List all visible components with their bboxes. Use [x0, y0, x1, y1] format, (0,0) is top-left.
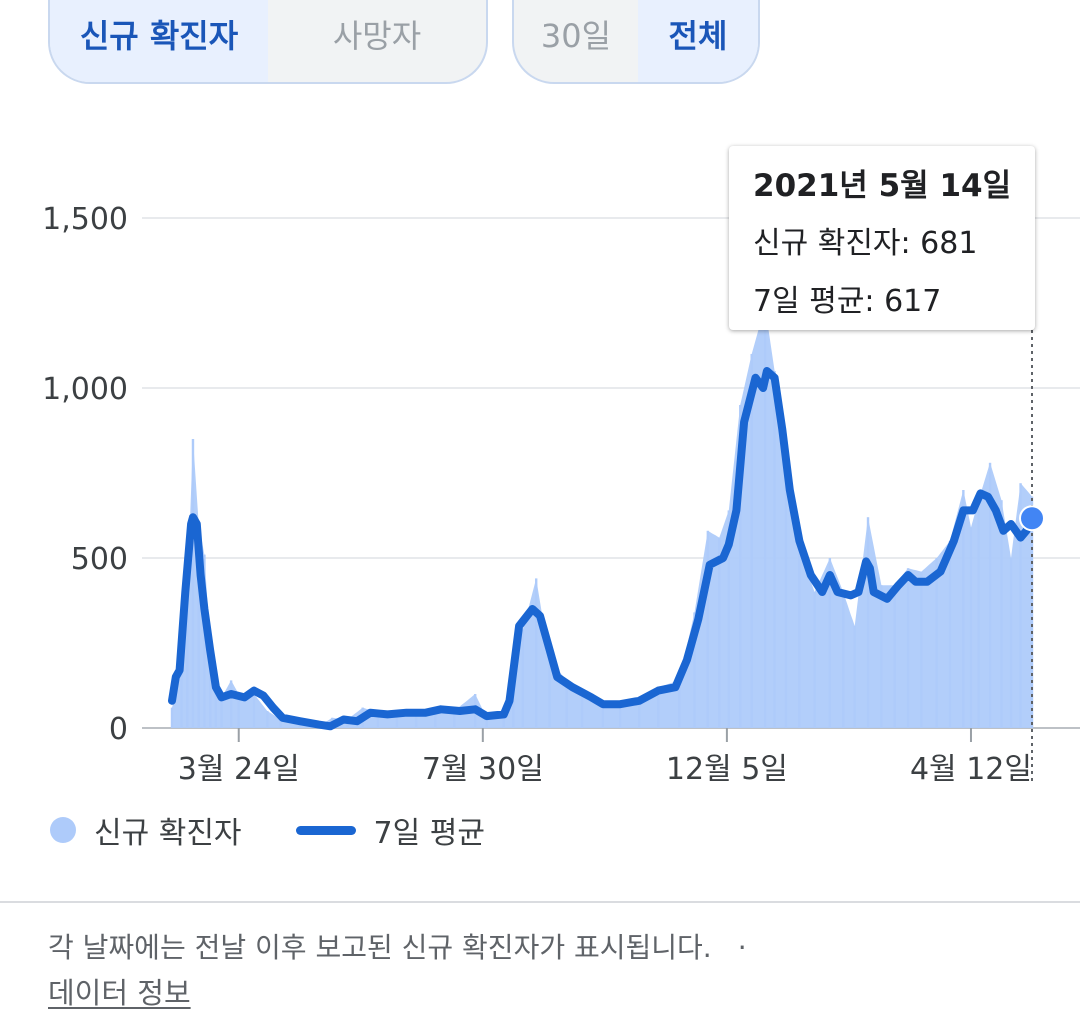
- x-tick-label: 12월 5일: [666, 752, 788, 787]
- bar: [969, 527, 973, 728]
- bar: [1009, 558, 1013, 728]
- bar: [988, 462, 992, 728]
- bar: [906, 568, 910, 728]
- bar: [727, 510, 731, 728]
- tab-new-cases[interactable]: 신규 확진자: [50, 0, 268, 82]
- bar: [637, 700, 641, 728]
- bar-area: [172, 306, 1032, 728]
- bar: [813, 592, 816, 728]
- bar: [395, 712, 399, 728]
- bar: [414, 712, 418, 728]
- bar: [784, 442, 788, 728]
- range-toggle: 30일 전체: [512, 0, 760, 84]
- y-tick-label: 1,000: [42, 372, 128, 407]
- bar: [229, 680, 233, 728]
- tooltip-new-cases: 신규 확진자: 681: [753, 226, 978, 261]
- bar: [693, 612, 696, 728]
- bar: [237, 694, 240, 728]
- average-line: [168, 367, 1036, 731]
- bar: [298, 724, 301, 728]
- bar: [252, 694, 256, 728]
- legend-line-swatch: [295, 825, 356, 835]
- bar: [935, 558, 938, 728]
- y-tick-label: 0: [109, 712, 128, 747]
- bar: [977, 500, 980, 728]
- bar: [657, 687, 660, 728]
- bar: [376, 712, 380, 728]
- bar: [214, 687, 218, 728]
- bar: [763, 306, 767, 728]
- bar: [920, 571, 923, 728]
- legend-bar-swatch: [50, 817, 76, 843]
- tooltip-average: 7일 평균: 617: [753, 284, 942, 319]
- data-info-link[interactable]: 데이터 정보: [48, 976, 191, 1010]
- tooltip-date: 2021년 5월 14일: [753, 168, 1012, 204]
- bar: [948, 541, 952, 728]
- bar: [203, 554, 206, 728]
- bar: [186, 592, 189, 728]
- bar: [750, 354, 753, 728]
- legend-line-label: 7일 평균: [373, 816, 485, 851]
- bar: [773, 371, 776, 728]
- bar: [678, 680, 681, 728]
- x-tick-label: 7월 30일: [422, 752, 544, 787]
- bar: [601, 704, 605, 728]
- bar: [197, 524, 200, 728]
- bar: [191, 439, 195, 728]
- bar: [580, 690, 584, 728]
- legend-bars-label: 신규 확진자: [94, 816, 242, 851]
- bar: [220, 697, 223, 728]
- footnote-text: 각 날짜에는 전날 이후 보고된 신규 확진자가 표시됩니다.: [48, 931, 712, 964]
- bar: [521, 629, 525, 728]
- highlight-point: [1019, 505, 1045, 532]
- bar: [828, 558, 832, 728]
- tab-all[interactable]: 전체: [638, 0, 758, 82]
- bar: [266, 711, 269, 728]
- bar: [618, 707, 622, 728]
- bar: [739, 405, 742, 728]
- y-tick-label: 1,500: [42, 202, 128, 237]
- bar: [880, 585, 883, 728]
- chart-legend: 신규 확진자 7일 평균: [50, 808, 485, 852]
- bar: [798, 551, 801, 728]
- metric-toggle: 신규 확진자 사망자: [48, 0, 488, 84]
- divider: [0, 901, 1080, 903]
- bar: [453, 711, 456, 728]
- bar: [842, 592, 845, 728]
- bar: [1000, 500, 1003, 728]
- bar: [548, 660, 551, 728]
- bar: [1019, 483, 1022, 728]
- tab-deaths[interactable]: 사망자: [332, 17, 422, 55]
- bar: [433, 707, 437, 728]
- bar: [535, 578, 538, 728]
- x-tick-label: 3월 24일: [178, 752, 300, 787]
- bar: [866, 517, 870, 728]
- bar: [485, 717, 488, 728]
- cases-chart[interactable]: 0 500 1,000 1,500 3월 24일 7월 30일 12월 5일 4월 12일: [0, 100, 1080, 800]
- bar: [180, 670, 183, 728]
- bar: [853, 626, 856, 728]
- bar: [718, 537, 721, 728]
- bar: [962, 490, 965, 728]
- tab-30-days[interactable]: 30일: [540, 17, 612, 55]
- bar: [208, 643, 212, 728]
- bar: [502, 716, 505, 728]
- bar: [706, 530, 710, 728]
- y-tick-label: 500: [71, 542, 128, 577]
- x-tick-label: 4월 12일: [910, 752, 1032, 787]
- bar: [565, 680, 568, 728]
- bar: [893, 585, 896, 728]
- footnote: 각 날짜에는 전날 이후 보고된 신규 확진자가 표시됩니다. ·: [48, 926, 747, 966]
- chart-tooltip: 2021년 5월 14일 신규 확진자: 681 7일 평균: 617: [729, 146, 1035, 330]
- bar: [279, 719, 282, 728]
- footnote-separator: ·: [737, 931, 747, 964]
- bar: [170, 707, 174, 728]
